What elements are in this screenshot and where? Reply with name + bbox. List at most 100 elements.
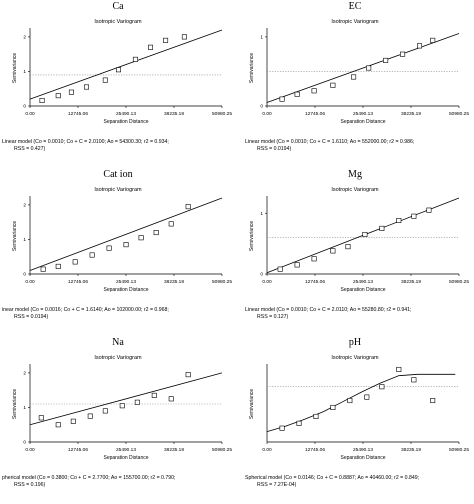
variogram-chart: Mg Isotropic Variogram 0 1 0.00 12745.06 25490… [249,169,469,293]
x-tick-label: 38235.19 [401,111,421,117]
x-tick-label: 12745.06 [305,279,325,285]
data-point [83,84,89,90]
variogram-panel: Ca Isotropic Variogram 0 1 2 0.00 12745.06 2549… [0,0,237,168]
data-point [277,266,283,272]
data-point [138,235,144,241]
data-point [70,418,76,424]
y-axis-label: Semivariance [12,389,18,420]
data-point [430,398,436,404]
data-point [411,377,417,383]
y-tick-label: 1 [23,237,26,243]
data-point [330,82,336,88]
x-axis-label: Separation Distance [340,287,385,293]
model-caption-line: RSS = 7.27E-04) [257,482,297,488]
x-tick-label: 38235.19 [401,279,421,285]
x-tick-label: 25490.13 [353,111,373,117]
data-point [134,399,140,405]
data-point [55,263,61,269]
y-tick-label: 0 [23,440,26,446]
data-point [366,65,372,71]
panel-title: Cat ion [103,169,132,180]
y-axis-label: Semivariance [249,389,255,420]
data-point [38,415,44,421]
x-tick-label: 25490.13 [116,447,136,453]
x-tick-label: 50980.25 [449,447,469,453]
y-tick-label: 1 [23,405,26,411]
data-point [55,93,61,99]
y-axis-label: Semivariance [12,53,18,84]
x-tick-label: 12745.06 [305,447,325,453]
data-point [430,37,436,43]
x-tick-label: 38235.19 [164,279,184,285]
y-tick-label: 1 [23,69,26,75]
model-caption-line: Spherical model (Co = 0.0146; Co + C = 0… [245,475,420,481]
plot-title: Isotropic Variogram [94,19,142,25]
data-point [330,248,336,254]
variogram-chart: pH Isotropic Variogram 0.00 12745.06 25490.1… [249,337,469,461]
data-point [379,225,385,231]
data-point [132,56,138,62]
model-fit-line [29,29,223,100]
variogram-chart: Na Isotropic Variogram 0 1 2 0.00 12745.06 2549… [12,337,232,461]
variogram-chart: Cat ion Isotropic Variogram 0 1 2 0.00 12745.0… [12,169,232,293]
data-point [102,408,108,414]
x-tick-label: 0.00 [262,447,272,453]
model-caption: Spherical model (Co = 0.0146; Co + C = 0… [245,475,419,489]
data-point [102,77,108,83]
model-caption-line: inear model (Co = 0.0016; Co + C = 1.614… [2,307,169,313]
panel-title: pH [349,337,361,348]
data-point [123,242,129,248]
data-point [148,44,154,50]
plot-title: Isotropic Variogram [331,19,379,25]
data-point [72,259,78,265]
y-tick-label: 0 [23,104,26,110]
data-point [68,89,74,95]
x-axis-label: Separation Distance [103,287,148,293]
plot-title: Isotropic Variogram [94,187,142,193]
data-point [396,366,402,372]
data-point [296,420,302,426]
data-point [153,230,159,236]
data-point [311,88,317,94]
data-point [119,403,125,409]
model-caption-line: Linear model (Co = 0.0010; Co + C = 2.01… [245,307,412,313]
panel-title: EC [349,1,362,12]
data-point [279,425,285,431]
data-point [168,221,174,227]
data-point [185,204,191,210]
data-point [181,34,187,40]
y-tick-label: 1 [260,35,263,41]
data-point [151,392,157,398]
variogram-panel: EC Isotropic Variogram 0 1 0.00 12745.06 25490… [237,0,474,168]
x-tick-label: 0.00 [262,279,272,285]
plot-title: Isotropic Variogram [94,355,142,361]
y-axis-label: Semivariance [249,53,255,84]
model-caption: pherical model (Co = 0.3800; Co + C = 2.… [2,475,175,489]
data-point [345,244,351,250]
model-caption-line: Linear model (Co = 0.0010; Co + C = 1.61… [245,139,415,145]
x-tick-label: 38235.19 [164,447,184,453]
data-point [417,43,423,49]
data-point [426,207,432,213]
model-caption: inear model (Co = 0.0016; Co + C = 1.614… [2,307,169,321]
x-tick-label: 50980.25 [449,279,469,285]
data-point [362,231,368,237]
data-point [294,262,300,268]
x-tick-label: 25490.13 [353,447,373,453]
data-point [351,74,357,80]
x-tick-label: 25490.13 [116,279,136,285]
y-tick-label: 0 [23,272,26,278]
x-tick-label: 0.00 [25,111,35,117]
x-tick-label: 50980.25 [212,447,232,453]
panel-title: Na [112,337,124,348]
data-point [396,217,402,223]
x-tick-label: 50980.25 [212,279,232,285]
variogram-chart: EC Isotropic Variogram 0 1 0.00 12745.06 25490… [249,1,469,125]
x-tick-label: 38235.19 [164,111,184,117]
y-tick-label: 1 [260,211,263,217]
data-point [163,37,169,43]
model-caption-line: Linear model (Co = 0.0010; Co + C = 2.01… [2,139,169,145]
y-tick-label: 2 [23,371,26,377]
variogram-panel: Na Isotropic Variogram 0 1 2 0.00 12745.06 2549… [0,336,237,504]
x-axis-label: Separation Distance [340,455,385,461]
